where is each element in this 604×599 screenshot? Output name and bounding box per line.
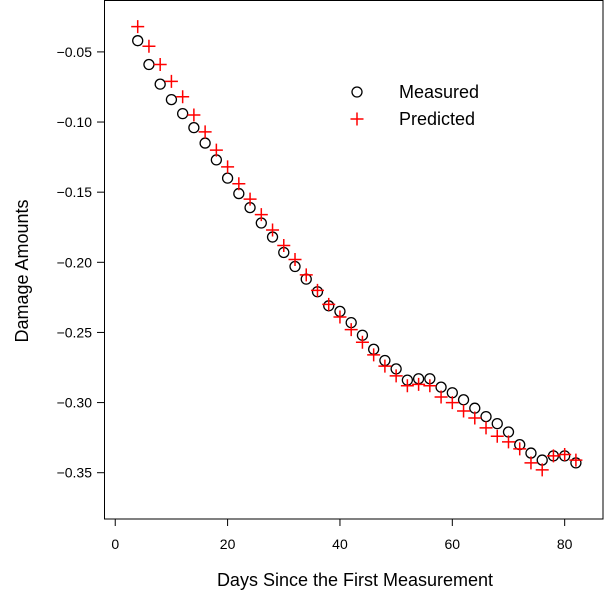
y-tick-label: −0.10 (57, 114, 93, 130)
plot-frame-group (104, 0, 604, 520)
predicted-point (367, 348, 381, 362)
x-axis: 0 20 40 60 80 (111, 519, 573, 552)
predicted-point (569, 453, 583, 467)
predicted-point (299, 268, 313, 282)
predicted-point (187, 108, 201, 122)
y-tick-label: −0.30 (57, 395, 93, 411)
predicted-point (288, 253, 302, 266)
predicted-point (434, 390, 448, 404)
predicted-point (164, 74, 178, 88)
measured-point (165, 93, 178, 106)
predicted-point (232, 177, 246, 191)
predicted-point (198, 125, 212, 139)
legend-marker-measured (351, 86, 363, 98)
y-tick-label: −0.20 (57, 254, 93, 270)
measured-point (154, 78, 166, 90)
predicted-point (445, 396, 459, 410)
x-tick-label: 60 (445, 536, 461, 552)
measured-point (177, 107, 189, 120)
plot-frame (104, 0, 604, 520)
measured-point (143, 58, 155, 71)
measured-point (188, 121, 200, 134)
predicted-point (378, 359, 392, 373)
predicted-point (513, 442, 527, 456)
y-axis-title: Damage Amounts (12, 199, 32, 342)
predicted-point (389, 369, 403, 383)
predicted-point (243, 192, 257, 206)
measured-point (480, 410, 492, 423)
predicted-point (468, 411, 482, 425)
x-tick-label: 20 (220, 536, 236, 552)
predicted-point (457, 404, 471, 418)
y-tick-label: −0.15 (57, 184, 93, 200)
predicted-point (176, 90, 190, 104)
predicted-point (423, 379, 437, 393)
predicted-point (501, 435, 515, 449)
predicted-point (209, 143, 223, 157)
measured-point (457, 394, 470, 406)
y-tick-label: −0.35 (57, 465, 93, 481)
predicted-point (355, 335, 369, 349)
predicted-point (479, 421, 493, 435)
predicted-point (344, 323, 358, 337)
predicted-point (322, 297, 336, 311)
predicted-point (266, 223, 280, 237)
predicted-point (221, 160, 235, 174)
legend-marker-predicted (350, 112, 364, 126)
predicted-point (131, 20, 145, 34)
predicted-point (142, 39, 156, 53)
predicted-point (535, 463, 549, 477)
measured-point (199, 137, 211, 149)
predicted-point (546, 449, 560, 463)
predicted-point (490, 429, 504, 443)
predicted-point (558, 447, 572, 461)
predicted-point (333, 310, 347, 324)
x-tick-label: 80 (557, 536, 573, 552)
predicted-point (400, 379, 414, 393)
x-tick-label: 40 (332, 536, 348, 552)
measured-point (132, 35, 144, 47)
y-axis: −0.35 −0.30 −0.25 −0.20 −0.15 −0.10 −0.05 (57, 44, 104, 481)
legend-label: Predicted (399, 109, 475, 129)
data-points (131, 20, 583, 477)
predicted-point (254, 208, 268, 222)
predicted-point (310, 283, 324, 297)
legend-label: Measured (399, 82, 479, 102)
x-axis-title: Days Since the First Measurement (217, 570, 493, 590)
measured-point (221, 172, 234, 184)
measured-point (491, 417, 503, 430)
predicted-point (524, 456, 538, 470)
legend: Measured Predicted (350, 82, 479, 129)
predicted-point (277, 238, 291, 252)
predicted-point (153, 58, 167, 72)
y-tick-label: −0.25 (57, 324, 93, 340)
predicted-point (412, 377, 426, 391)
y-tick-label: −0.05 (57, 44, 93, 60)
x-tick-label: 0 (111, 536, 119, 552)
